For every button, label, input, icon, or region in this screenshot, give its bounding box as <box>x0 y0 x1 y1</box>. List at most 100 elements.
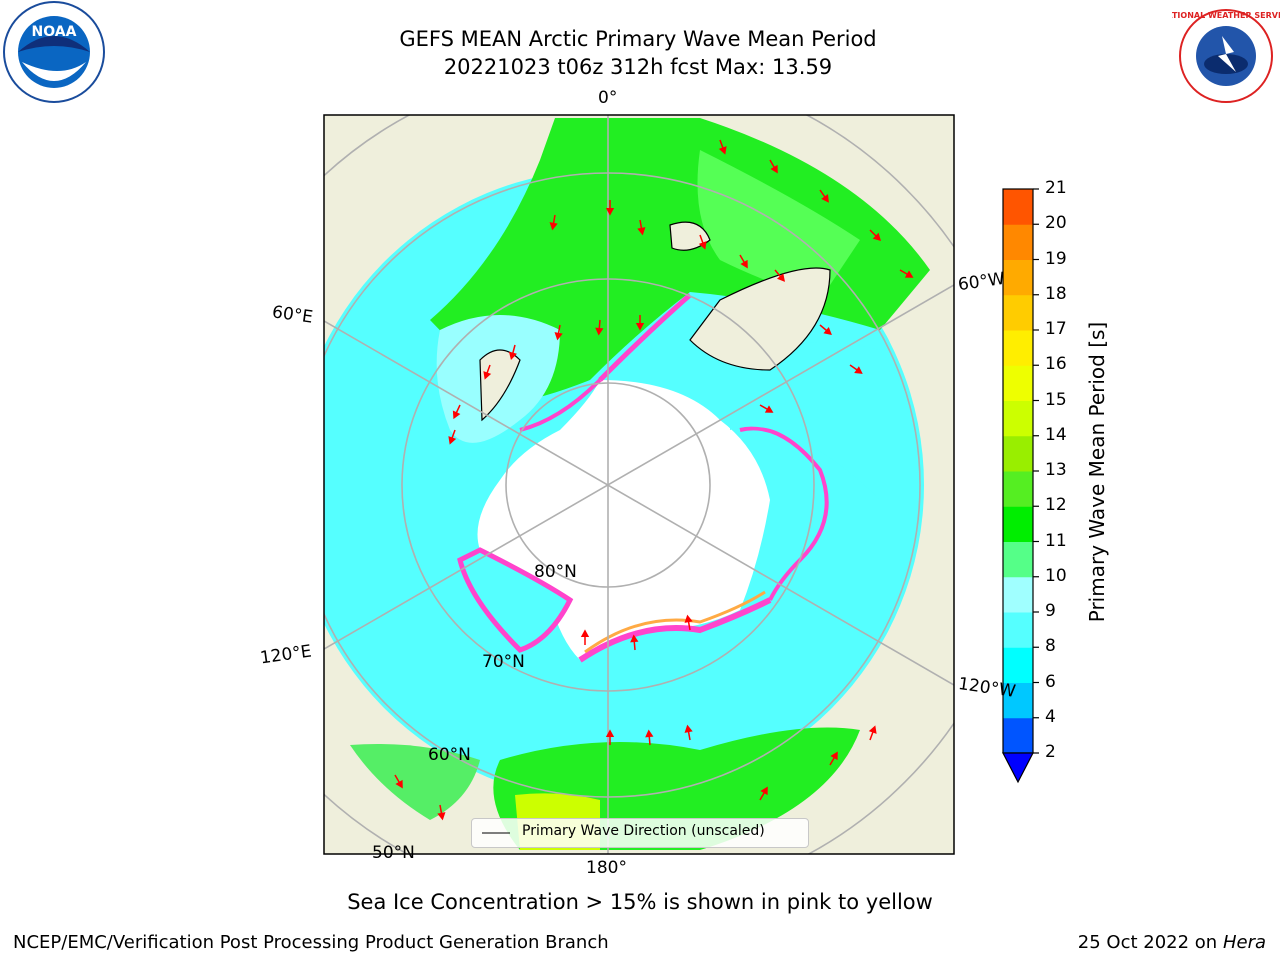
svg-text:NOAA: NOAA <box>32 24 77 40</box>
ice-edge-pink-pacific <box>578 597 772 663</box>
map-legend: Primary Wave Direction (unscaled) <box>471 818 809 848</box>
colorbar-tick-label: 2 <box>1045 742 1056 762</box>
colorbar-tick-label: 4 <box>1045 706 1056 727</box>
colorbar-segment <box>1003 717 1033 754</box>
colorbar-tick-label: 14 <box>1045 424 1067 445</box>
colorbar-tick-label: 12 <box>1045 495 1067 516</box>
wave-arrow-head <box>684 724 693 733</box>
colorbar-segment <box>1003 612 1033 648</box>
wave-arrow-head <box>580 629 590 638</box>
nws-logo: NATIONAL WEATHER SERVICE <box>1160 6 1280 114</box>
colorbar-segment <box>1003 330 1033 366</box>
wave-arrow-head <box>595 327 604 336</box>
wave-arrow-head <box>554 332 563 341</box>
norwegian-sea-field <box>697 150 860 300</box>
wave-arrow-head <box>684 614 693 623</box>
colorbar-tick-label: 16 <box>1045 354 1067 375</box>
colorbar-segment <box>1003 471 1033 507</box>
wave-arrow-head <box>776 273 786 282</box>
colorbar-segment <box>1003 259 1033 296</box>
colorbar-segment <box>1003 224 1033 260</box>
sea-ice-note: Sea Ice Concentration > 15% is shown in … <box>347 890 933 914</box>
wave-arrow-head <box>483 371 492 380</box>
map-title-line2: 20221023 t06z 312h fcst Max: 13.59 <box>443 55 833 79</box>
wave-arrow-head <box>549 222 558 231</box>
lat-label-70: 70°N <box>482 652 525 672</box>
colorbar-tick-label: 6 <box>1045 671 1056 692</box>
wave-direction-arrows <box>394 139 914 821</box>
noaa-logo: NOAA <box>0 0 108 108</box>
colorbar-tick-label: 13 <box>1045 460 1067 480</box>
wave-arrow-head <box>508 351 517 361</box>
colorbar-underflow-triangle <box>1002 752 1034 784</box>
colorbar-segment <box>1003 294 1033 331</box>
colorbar-segment <box>1003 682 1033 719</box>
meridian-120 <box>324 284 954 650</box>
ice-edge-orange-pacific <box>584 590 766 654</box>
colorbar-segment <box>1003 435 1033 472</box>
colorbar-tick-label: 9 <box>1045 601 1056 621</box>
wave-arrow-head <box>740 259 748 269</box>
greenland-land <box>689 267 831 371</box>
wave-arrow-head <box>904 270 914 278</box>
wave-arrow-head <box>821 194 829 203</box>
ice-edge-pink-siberian <box>457 547 574 653</box>
wave-arrow-head <box>718 146 727 155</box>
colorbar-tick-label: 18 <box>1045 283 1067 304</box>
colorbar-segment <box>1003 506 1033 542</box>
footer-machine: Hera <box>1222 932 1266 953</box>
wave-arrow-head <box>764 405 774 413</box>
wave-arrow-head <box>437 812 446 821</box>
legend-arrow-icon <box>482 832 510 834</box>
wave-arrow-head <box>698 241 707 250</box>
footer-date: 25 Oct 2022 on <box>1077 932 1223 953</box>
svg-text:NATIONAL WEATHER SERVICE: NATIONAL WEATHER SERVICE <box>1172 11 1280 20</box>
wave-arrow-head <box>605 729 615 738</box>
colorbar-segment <box>1003 189 1033 225</box>
colorbar-segment <box>1003 647 1033 683</box>
footer-left: NCEP/EMC/Verification Post Processing Pr… <box>13 932 609 953</box>
wave-arrow-head <box>872 232 882 242</box>
gulf-of-alaska-field <box>350 744 480 820</box>
footer-right: 25 Oct 2022 on Hera <box>1078 932 1266 953</box>
colorbar-tick-label: 10 <box>1045 565 1067 586</box>
colorbar-segment <box>1003 365 1033 401</box>
wave-arrow-head <box>395 779 403 789</box>
meridian-60 <box>324 320 954 686</box>
wave-arrow-head <box>868 725 877 734</box>
baffin-hudson-field <box>730 342 920 500</box>
map-title-line1: GEFS MEAN Arctic Primary Wave Mean Perio… <box>399 27 877 51</box>
colorbar-label: Primary Wave Mean Period [s] <box>1085 321 1109 623</box>
ice-edge-pink-atlantic <box>598 293 692 382</box>
wave-arrow-head <box>770 164 778 174</box>
lat-label-80: 80°N <box>534 562 577 582</box>
wave-arrow-head <box>605 207 615 216</box>
colorbar-tick-label: 8 <box>1045 636 1056 657</box>
map-frame <box>323 114 955 855</box>
colorbar-segment <box>1003 400 1033 437</box>
ice-edge-pink-barents <box>519 378 602 432</box>
wave-arrow-head <box>760 786 768 796</box>
lon-label-180: 180° <box>586 858 627 878</box>
wave-arrow-head <box>630 634 639 643</box>
colorbar-tick-label: 21 <box>1045 178 1067 198</box>
colorbar-tick-label: 11 <box>1045 530 1067 551</box>
wave-arrow-head <box>823 326 832 336</box>
svalbard-land <box>669 221 711 251</box>
novaya-zemlya-land <box>479 349 521 422</box>
colorbar-segment <box>1003 576 1033 613</box>
wave-arrow-head <box>452 410 461 420</box>
wave-arrow-head <box>448 436 457 445</box>
colorbar-tick-label: 15 <box>1045 389 1067 410</box>
wave-arrow-head <box>830 751 838 761</box>
lat-label-60: 60°N <box>428 745 471 765</box>
wave-arrow-head <box>645 729 654 738</box>
legend-label: Primary Wave Direction (unscaled) <box>522 823 765 839</box>
wave-arrow-head <box>637 227 646 236</box>
wave-arrow-head <box>635 322 645 331</box>
lon-label-0: 0° <box>598 88 618 108</box>
wave-arrow-head <box>854 366 863 374</box>
colorbar-tick-label: 19 <box>1045 248 1067 269</box>
